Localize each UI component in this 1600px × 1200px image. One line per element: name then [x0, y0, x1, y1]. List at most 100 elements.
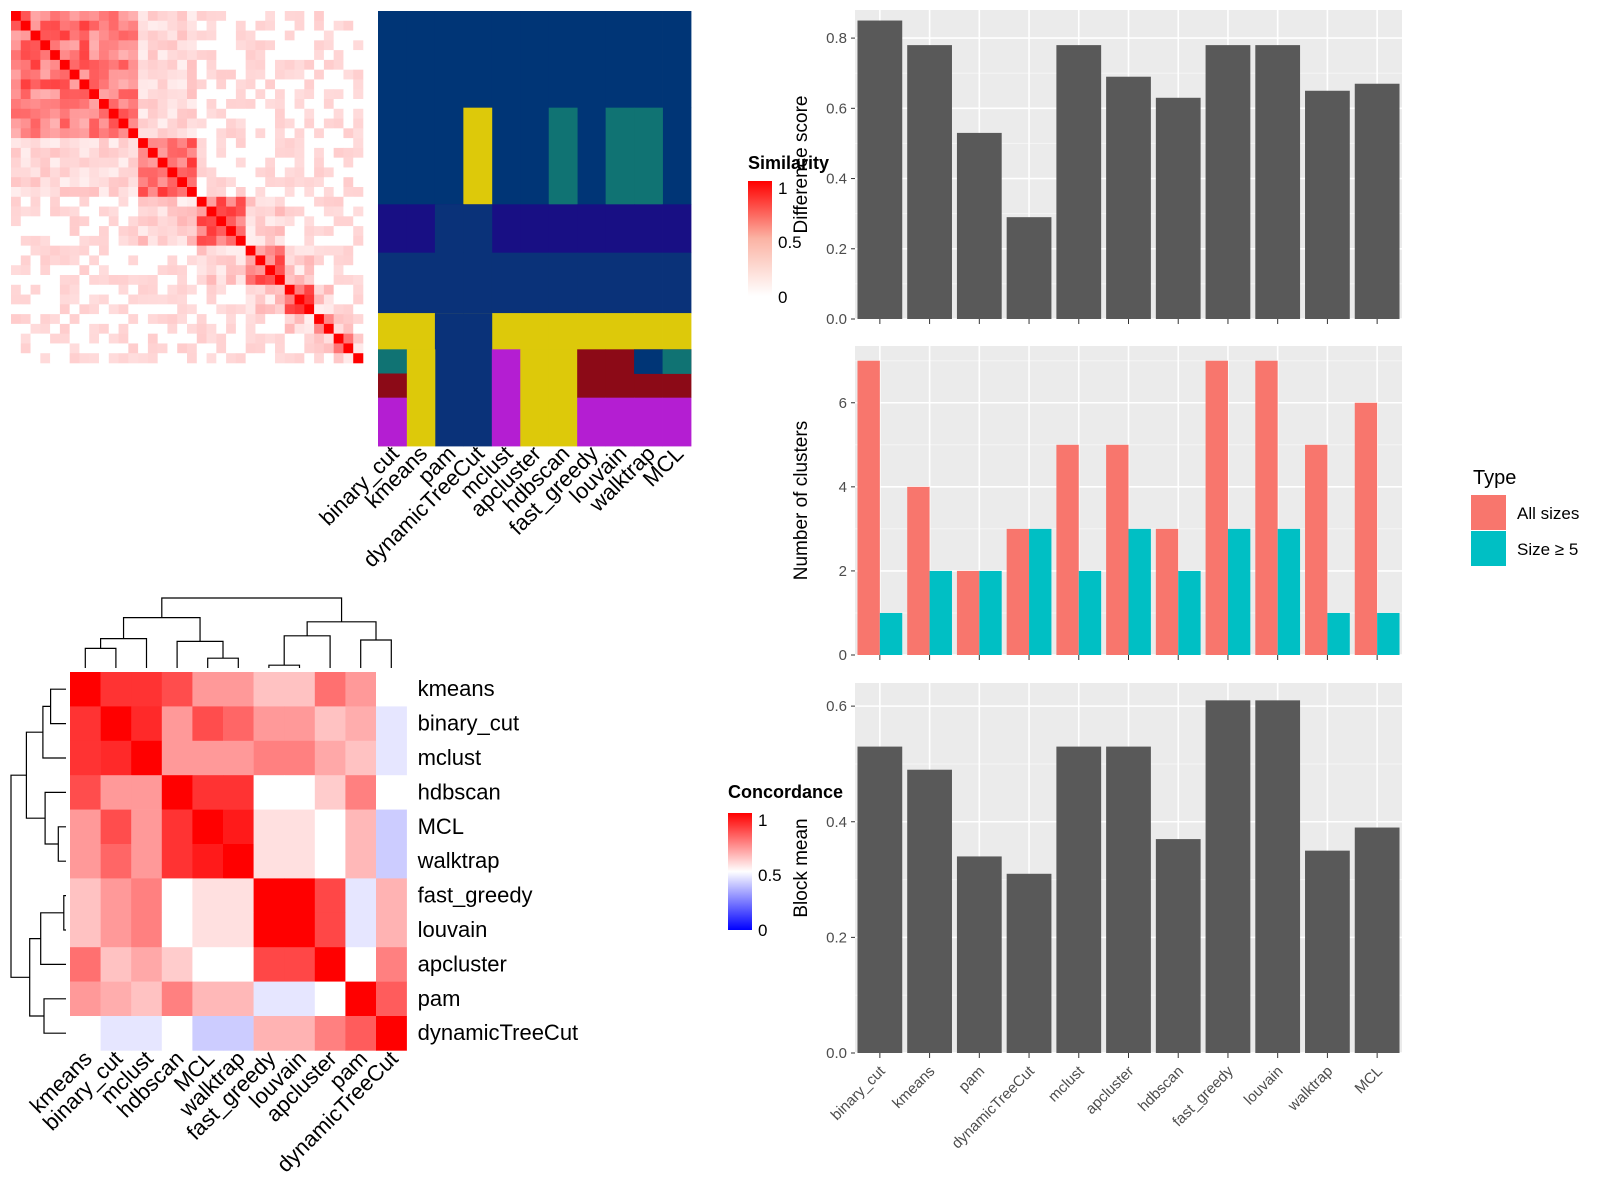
similarity-cell-19-9: [99, 196, 110, 207]
similarity-cell-7-25: [255, 79, 266, 90]
similarity-cell-26-31: [314, 265, 325, 276]
similarity-cell-17-15: [157, 177, 168, 188]
similarity-cell-32-24: [245, 323, 256, 334]
similarity-cell-28-13: [138, 284, 149, 295]
similarity-cell-22-30: [304, 226, 315, 237]
similarity-cell-18-5: [59, 187, 70, 198]
similarity-cell-14-12: [128, 147, 139, 158]
similarity-cell-32-16: [167, 323, 178, 334]
similarity-cell-12-15: [157, 128, 168, 139]
similarity-cell-4-13: [138, 50, 149, 61]
number_of_clusters-bar-walktrap-all-sizes: [1305, 444, 1328, 655]
similarity-cell-32-4: [50, 323, 61, 334]
similarity-cell-7-22: [226, 79, 237, 90]
similarity-cell-29-23: [235, 294, 246, 305]
similarity-cell-22-23: [235, 226, 246, 237]
similarity-cell-18-8: [89, 187, 100, 198]
similarity-cell-27-30: [304, 275, 315, 286]
similarity-cell-14-23: [235, 147, 246, 158]
similarity-cell-32-20: [206, 323, 217, 334]
block_mean-ytick-label-2: 0.4: [826, 814, 847, 831]
similarity-cell-18-35: [353, 187, 364, 198]
similarity-cell-16-12: [128, 167, 139, 178]
similarity-cell-26-8: [89, 265, 100, 276]
similarity-cell-25-16: [167, 255, 178, 266]
similarity-cell-0-10: [108, 11, 119, 22]
similarity-cell-35-14: [147, 353, 158, 364]
concordance-cell-walktrap-hdbscan: [161, 844, 193, 879]
similarity-cell-32-11: [118, 323, 129, 334]
similarity-cell-5-35: [353, 59, 364, 70]
concordance-cell-walktrap-apcluster: [314, 844, 346, 879]
similarity-cell-27-1: [20, 275, 31, 286]
concordance-cell-louvain-MCL: [192, 912, 224, 948]
left-dendrogram-branch-15: [63, 895, 66, 931]
similarity-cell-9-10: [108, 99, 119, 110]
similarity-cell-0-26: [265, 11, 276, 22]
similarity-cell-13-16: [167, 138, 178, 149]
similarity-cell-16-2: [30, 167, 41, 178]
concordance-cell-louvain-kmeans: [70, 912, 101, 948]
similarity-cell-7-9: [99, 79, 110, 90]
difference_score-ytick-label-3: 0.6: [826, 100, 847, 117]
number_of_clusters-bar-mclust-all-sizes: [1056, 444, 1079, 655]
similarity-cell-5-26: [265, 59, 276, 70]
assignment-band-7-mclust: [491, 252, 521, 314]
similarity-cell-2-32: [323, 30, 334, 41]
similarity-cell-5-14: [147, 59, 158, 70]
concordance-row-label-louvain: louvain: [418, 917, 488, 942]
similarity-cell-17-13: [138, 177, 149, 188]
similarity-cell-15-0: [11, 157, 22, 168]
assignment-band-7-MCL: [662, 252, 692, 314]
similarity-cell-6-22: [226, 69, 237, 80]
similarity-cell-7-33: [333, 79, 344, 90]
assignment-band-0-dynamicTreeCut: [463, 11, 493, 109]
similarity-cell-5-0: [11, 59, 22, 70]
similarity-cell-26-26: [265, 265, 276, 276]
similarity-cell-13-27: [275, 138, 286, 149]
similarity-cell-8-15: [157, 89, 168, 100]
similarity-legend-tick-0: 0: [778, 288, 787, 307]
assignment-band-1-kmeans: [406, 107, 436, 205]
concordance-cell-fast_greedy-dynamicTreeCut: [376, 878, 407, 914]
similarity-cell-11-5: [59, 118, 70, 129]
similarity-cell-29-33: [333, 294, 344, 305]
similarity-cell-27-7: [79, 275, 90, 286]
concordance-cell-louvain-dynamicTreeCut: [376, 912, 407, 948]
concordance-cell-MCL-louvain: [284, 809, 316, 845]
block_mean-bar-mclust: [1056, 746, 1102, 1053]
similarity-cell-27-15: [157, 275, 168, 286]
similarity-cell-3-4: [50, 40, 61, 51]
concordance-cell-dynamicTreeCut-mclust: [131, 1016, 163, 1051]
similarity-cell-4-16: [167, 50, 178, 61]
similarity-cell-30-32: [323, 304, 334, 315]
similarity-cell-28-15: [157, 284, 168, 295]
type-legend: Type All sizes Size ≥ 5: [1471, 467, 1579, 566]
similarity-cell-28-11: [118, 284, 129, 295]
similarity-cell-5-24: [245, 59, 256, 70]
similarity-cell-10-30: [304, 108, 315, 119]
similarity-cell-24-27: [275, 245, 286, 256]
similarity-cell-9-12: [128, 99, 139, 110]
similarity-cell-23-9: [99, 235, 110, 246]
similarity-cell-26-24: [245, 265, 256, 276]
similarity-cell-32-23: [235, 323, 246, 334]
similarity-cell-13-4: [50, 138, 61, 149]
similarity-cell-13-25: [255, 138, 266, 149]
x-axis-label-kmeans: kmeans: [889, 1063, 938, 1112]
similarity-cell-26-14: [147, 265, 158, 276]
similarity-cell-27-18: [187, 275, 198, 286]
similarity-cell-13-0: [11, 138, 22, 149]
similarity-cell-5-11: [118, 59, 129, 70]
similarity-cell-20-0: [11, 206, 22, 217]
similarity-cell-16-23: [235, 167, 246, 178]
similarity-cell-34-25: [255, 343, 266, 354]
similarity-cell-5-7: [79, 59, 90, 70]
similarity-cell-11-22: [226, 118, 237, 129]
similarity-cell-16-35: [353, 167, 364, 178]
concordance-cell-apcluster-kmeans: [70, 947, 101, 982]
similarity-cell-2-8: [89, 30, 100, 41]
similarity-cell-0-31: [314, 11, 325, 22]
difference_score-ytick-label-2: 0.4: [826, 171, 847, 188]
